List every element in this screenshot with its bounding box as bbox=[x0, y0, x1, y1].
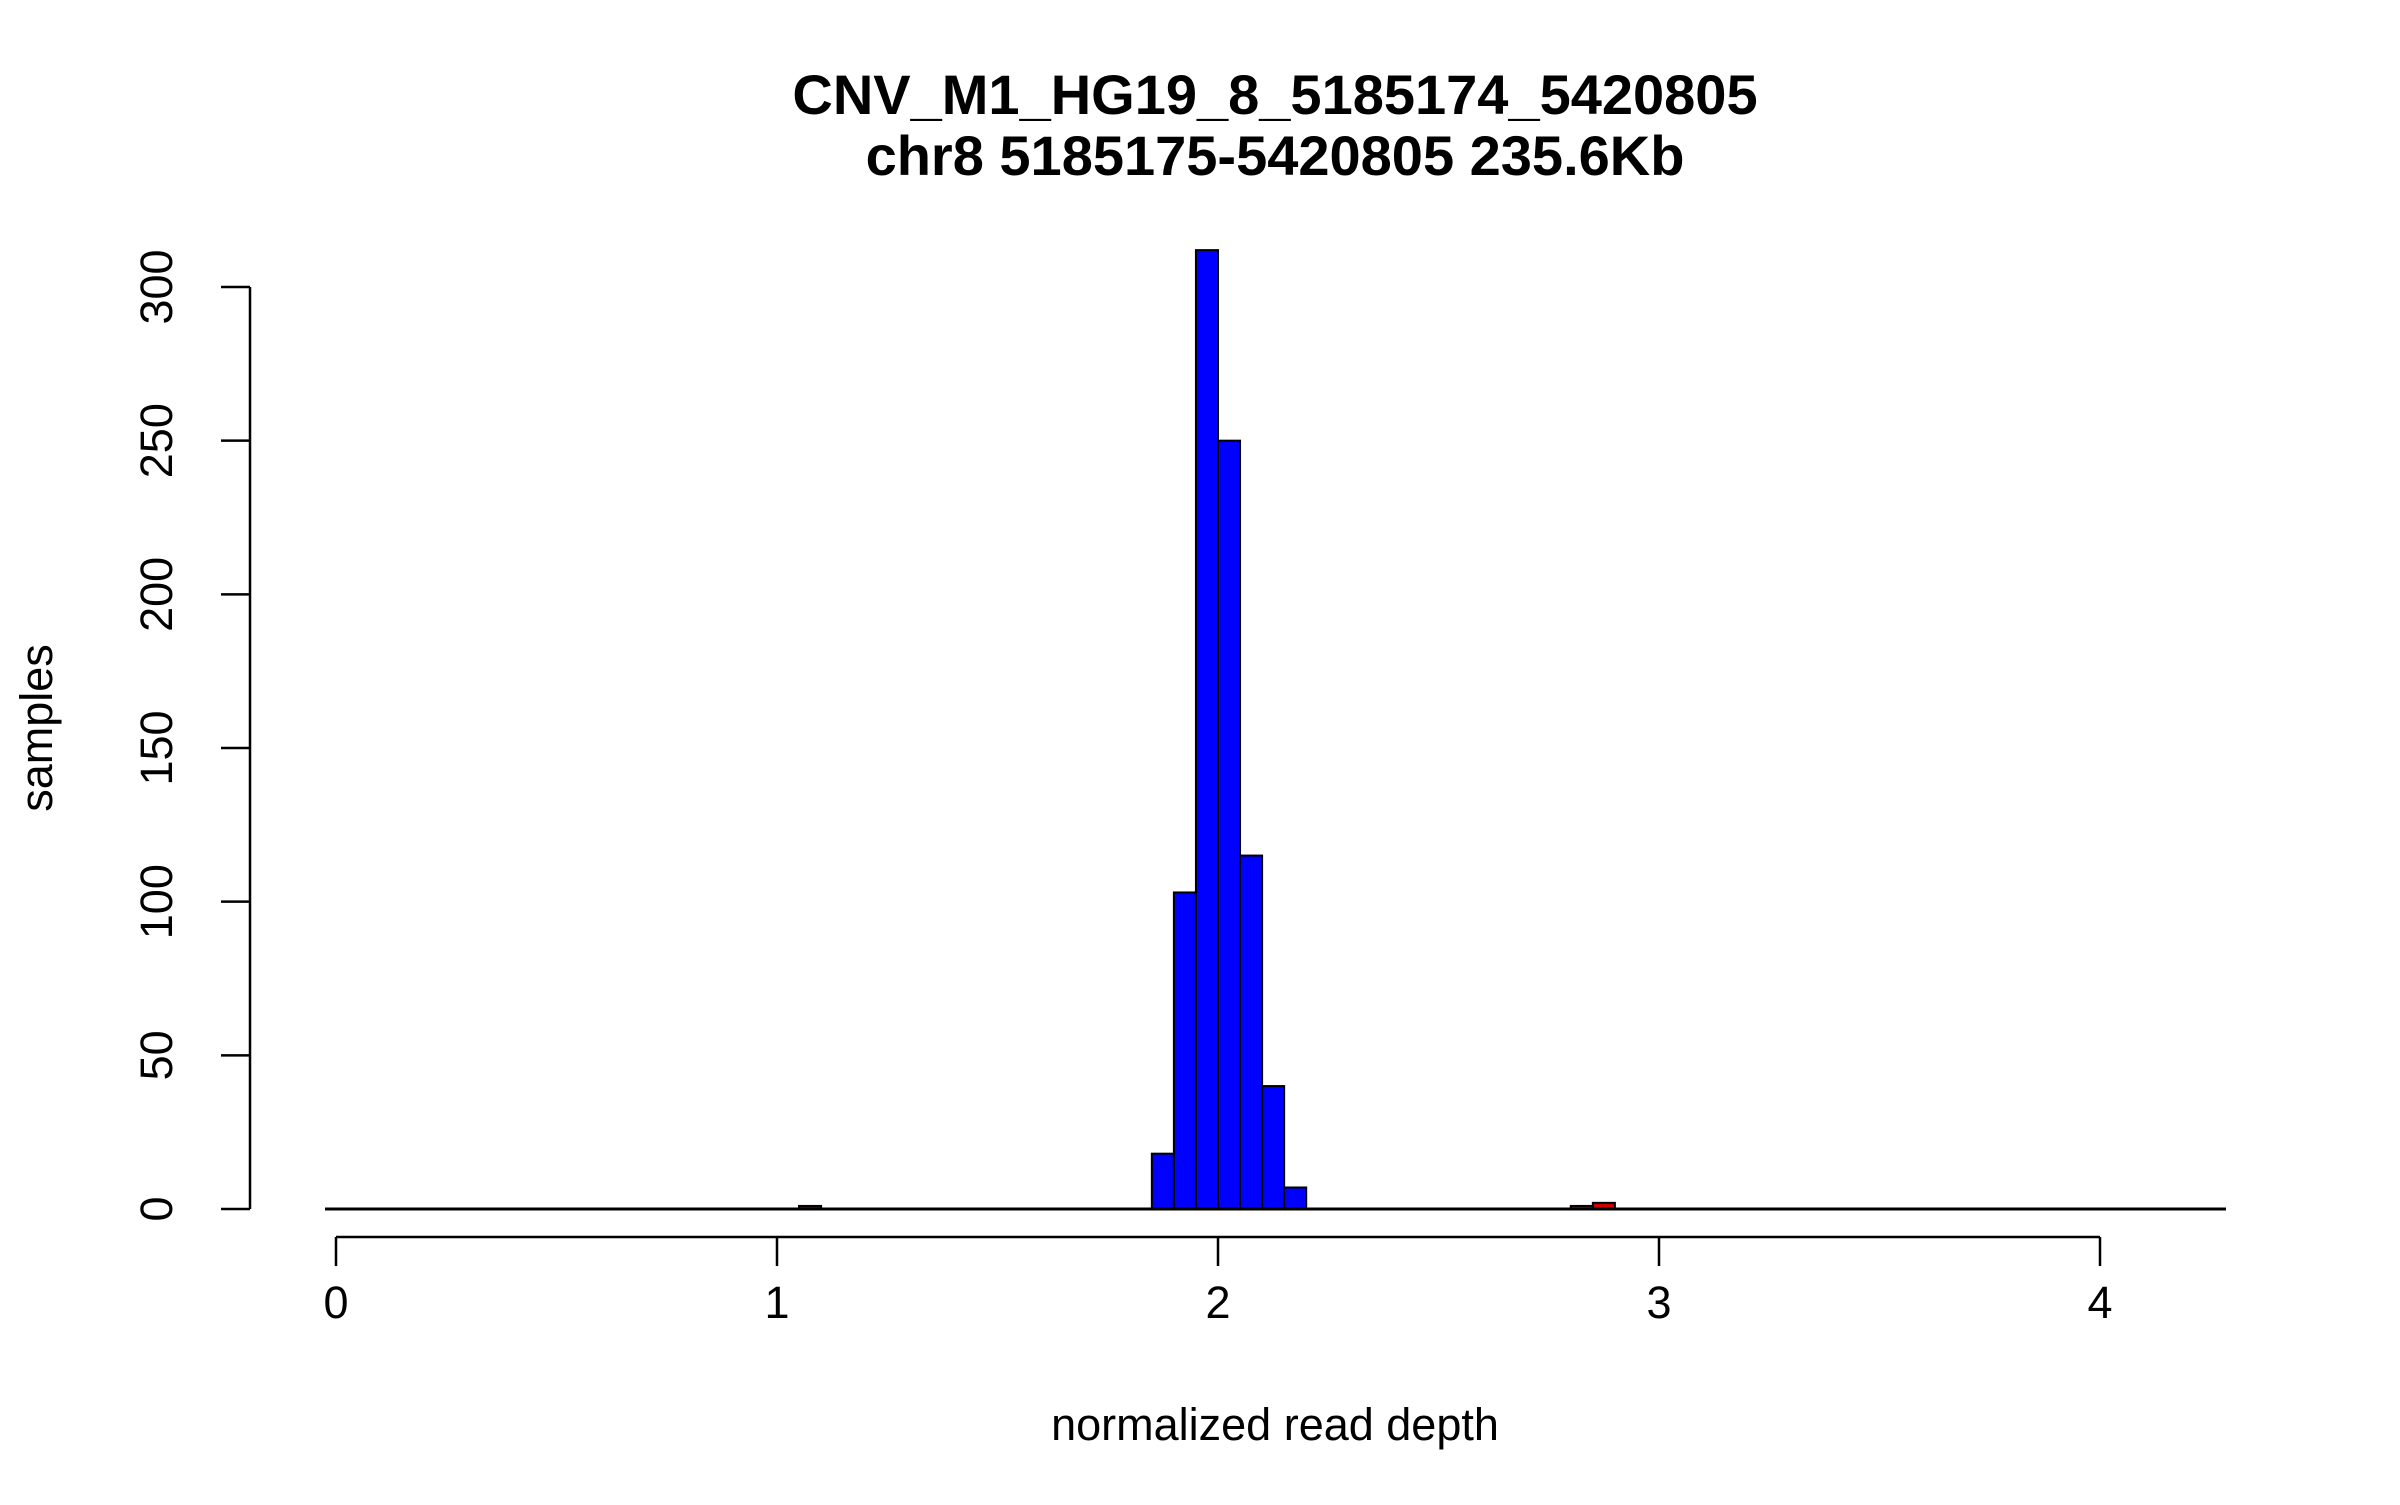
y-tick-label: 0 bbox=[131, 1196, 182, 1221]
y-tick-label: 200 bbox=[131, 557, 182, 632]
y-tick-label: 150 bbox=[131, 710, 182, 785]
x-axis: 0 1 2 3 4 bbox=[323, 1235, 2113, 1328]
histogram-bar bbox=[1217, 439, 1242, 1211]
x-tick-label: 4 bbox=[2087, 1277, 2112, 1328]
x-axis-title: normalized read depth bbox=[1051, 1399, 1499, 1450]
y-tick-label: 250 bbox=[131, 403, 182, 478]
bars-layer bbox=[798, 249, 1616, 1211]
x-tick-label: 2 bbox=[1205, 1277, 1230, 1328]
y-axis: 0 50 100 150 200 250 300 bbox=[131, 249, 252, 1222]
histogram-bar bbox=[1283, 1186, 1308, 1210]
histogram-bar bbox=[1239, 854, 1264, 1210]
histogram-bar bbox=[1261, 1085, 1286, 1210]
chart-subtitle: chr8 5185175-5420805 235.6Kb bbox=[866, 124, 1685, 187]
histogram-bar bbox=[1172, 891, 1197, 1210]
x-tick-label: 3 bbox=[1646, 1277, 1671, 1328]
chart-title: CNV_M1_HG19_8_5185174_5420805 bbox=[792, 63, 1757, 126]
histogram-bar bbox=[1150, 1152, 1175, 1211]
y-axis-title: samples bbox=[11, 644, 62, 812]
x-tick-label: 0 bbox=[323, 1277, 348, 1328]
y-tick-label: 100 bbox=[131, 864, 182, 939]
x-tick-label: 1 bbox=[764, 1277, 789, 1328]
histogram-bar bbox=[1194, 249, 1219, 1210]
y-tick-label: 50 bbox=[131, 1030, 182, 1080]
y-tick-label: 300 bbox=[131, 249, 182, 324]
